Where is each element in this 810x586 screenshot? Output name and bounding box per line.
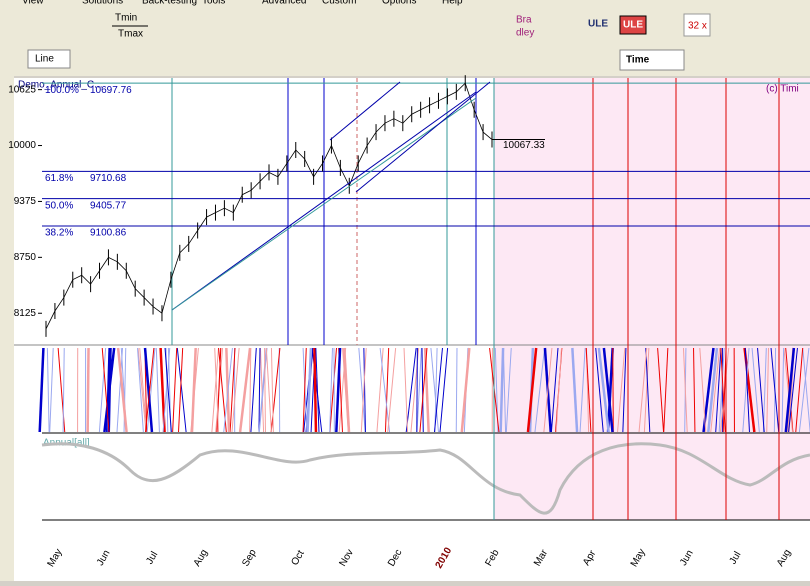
menu-item[interactable]: Solutions	[82, 0, 123, 7]
menu-item[interactable]: View	[22, 0, 44, 7]
fib-value: 9710.68	[90, 173, 127, 184]
side-toolbar	[0, 76, 14, 581]
ule[interactable]: ULE	[588, 19, 608, 30]
fib-value: 9405.77	[90, 200, 127, 211]
y-tick-label: 10625	[8, 84, 36, 95]
fib-pct: 38.2%	[45, 228, 73, 239]
menu-item[interactable]: Back-testing	[142, 0, 197, 7]
menu-item[interactable]: Options	[382, 0, 416, 7]
cycle-line	[314, 348, 316, 432]
menu-item[interactable]: Help	[442, 0, 463, 7]
y-tick-label: 10000	[8, 140, 36, 151]
tmin[interactable]: Tmin	[115, 13, 137, 24]
cycle-line	[88, 348, 89, 432]
y-tick-label: 9375	[14, 196, 37, 207]
fib-value: 9100.86	[90, 228, 127, 239]
line[interactable]: Line	[35, 54, 54, 65]
cycle-line	[613, 348, 614, 432]
last-value: 10067.33	[503, 140, 545, 151]
ule[interactable]: ULE	[623, 20, 643, 31]
menu-item[interactable]: Advanced	[262, 0, 306, 7]
fib-pct: 61.8%	[45, 173, 73, 184]
copyright: (c) Timi	[766, 84, 799, 95]
menu-item[interactable]: Tools	[202, 0, 225, 7]
fib-value: 10697.76	[90, 85, 132, 96]
cycle-line	[417, 348, 418, 432]
menu-item[interactable]: Custom	[322, 0, 356, 7]
y-tick-label: 8750	[14, 252, 37, 263]
bradley[interactable]: Bra	[516, 15, 532, 26]
fib-pct: 50.0%	[45, 200, 73, 211]
time[interactable]: Time	[626, 55, 650, 66]
bradley[interactable]: dley	[516, 28, 534, 39]
zoom[interactable]: 32 x	[688, 21, 707, 32]
fib-pct: 100.0%	[45, 85, 79, 96]
tmax[interactable]: Tmax	[118, 29, 143, 40]
y-tick-label: 8125	[14, 308, 37, 319]
